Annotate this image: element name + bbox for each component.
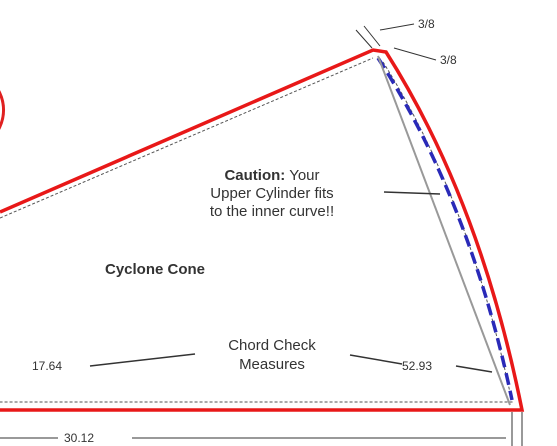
cone-outline <box>0 48 525 412</box>
seam-label: 3/8 <box>440 53 457 67</box>
dimension-value: 30.12 <box>64 431 94 445</box>
caution-heading: Caution: <box>224 167 285 184</box>
cut-circle <box>0 90 5 130</box>
caution-note: Caution: Your <box>224 167 319 184</box>
chord-note: Chord Check <box>228 337 316 354</box>
leader <box>349 354 403 365</box>
seam-label: 3/8 <box>418 17 435 31</box>
inner-curve <box>376 57 514 401</box>
caution-line: Upper Cylinder fits <box>210 185 333 202</box>
chord-value: 52.93 <box>402 359 432 373</box>
leader <box>455 365 493 373</box>
seam-marker <box>355 29 373 49</box>
leader <box>383 191 441 195</box>
caution-line: Your <box>289 167 319 184</box>
leader <box>393 47 437 61</box>
leader <box>379 23 415 31</box>
seam-marker <box>363 25 381 47</box>
chord-note: Measures <box>239 356 305 373</box>
caution-line: to the inner curve!! <box>210 203 334 220</box>
part-name: Cyclone Cone <box>105 261 205 278</box>
leader <box>89 353 196 367</box>
chord-line <box>377 55 511 406</box>
chord-value: 17.64 <box>32 359 62 373</box>
